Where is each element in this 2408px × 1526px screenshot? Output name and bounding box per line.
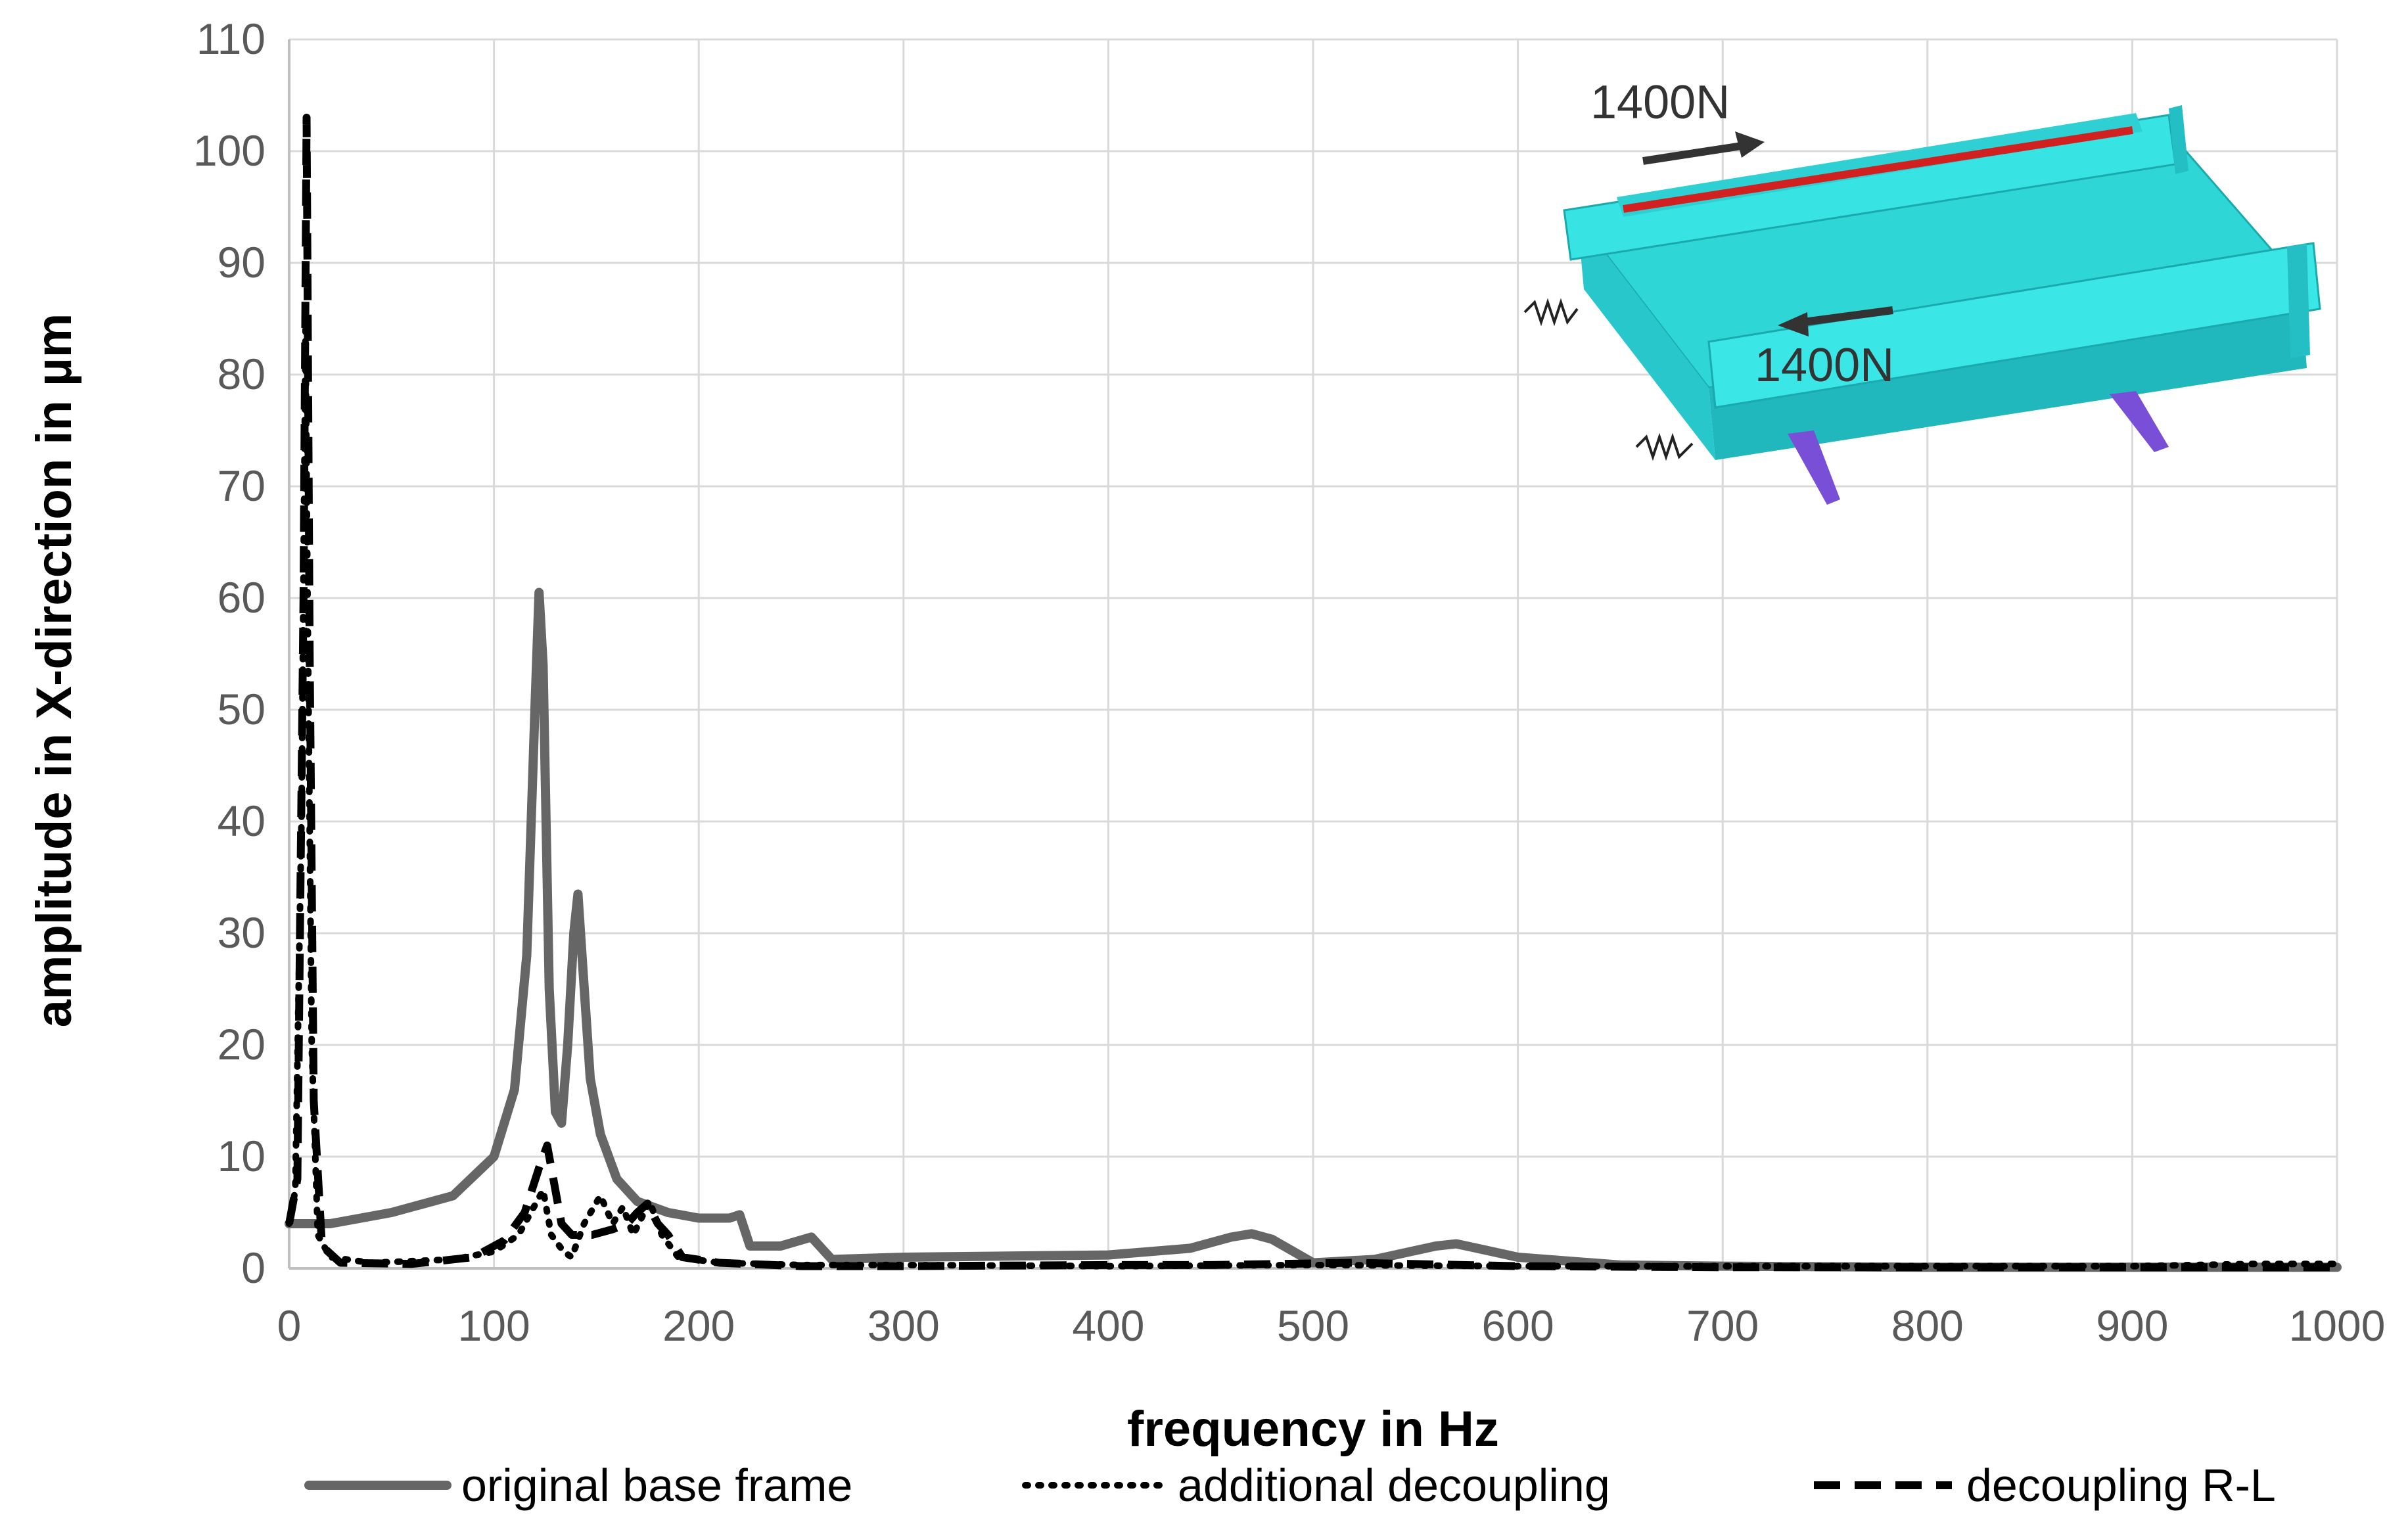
legend: original base frame additional decoupling… [304,1460,2276,1511]
arrow-bottom-head [1778,312,1809,336]
x-tick-label: 700 [1686,1301,1759,1350]
legend-label-3: decoupling R-L [1966,1460,2276,1511]
x-axis-title: frequency in Hz [1127,1401,1499,1457]
y-axis-title: amplitude in X-direction in µm [26,313,82,1028]
x-tick-labels: 0 100 200 300 400 500 600 700 800 900 1000 [277,1301,2386,1350]
y-tick-label: 60 [218,573,266,622]
x-tick-label: 300 [868,1301,940,1350]
x-tick-label: 200 [662,1301,735,1350]
legend-label-1: original base frame [461,1460,852,1511]
front-beam [1707,242,2321,409]
y-tick-label: 110 [197,14,266,63]
x-tick-label: 900 [2096,1301,2168,1350]
y-tick-label: 80 [218,350,266,398]
force-label-top: 1400N [1590,76,1730,129]
arrow-top-shaft [1642,142,1742,165]
series-lines [285,114,2342,1272]
y-tick-label: 30 [218,908,266,957]
rail-red [1623,126,2133,213]
arrow-top-head [1735,131,1765,158]
x-tick-label: 100 [458,1301,530,1350]
x-tick-label: 400 [1072,1301,1144,1350]
y-tick-label: 100 [193,126,266,175]
y-tick-labels: 0 10 20 30 40 50 60 70 80 90 100 110 [193,14,266,1292]
front-end-post [2287,243,2310,358]
series-line-1 [285,588,2342,1272]
fem-model-inset: 1400N 1400N [1523,76,2321,505]
support-leg-right [2110,391,2169,452]
y-tick-label: 40 [218,797,266,845]
y-tick-label: 20 [218,1020,266,1069]
y-tick-label: 50 [218,685,266,733]
rear-end-post [2169,105,2188,174]
force-label-bottom: 1400N [1755,339,1894,392]
series-line-3 [285,114,2337,1272]
legend-label-2: additional decoupling [1178,1460,1610,1511]
x-tick-label: 0 [277,1301,302,1350]
spring-front [1635,432,1694,461]
frame-left-side [1577,217,1715,460]
support-leg-left [1788,430,1840,505]
y-tick-label: 10 [218,1132,266,1180]
y-tick-label: 90 [218,238,266,287]
base-frame-model [1523,105,2321,505]
y-tick-label: 0 [241,1243,266,1292]
y-tick-label: 70 [218,461,266,510]
x-tick-label: 500 [1277,1301,1349,1350]
x-tick-label: 800 [1891,1301,1964,1350]
grid-lines [289,38,2338,1268]
arrow-bottom-shaft [1803,306,1893,326]
x-tick-label: 1000 [2289,1301,2386,1350]
x-tick-label: 600 [1482,1301,1554,1350]
spring-rear [1523,298,1579,327]
